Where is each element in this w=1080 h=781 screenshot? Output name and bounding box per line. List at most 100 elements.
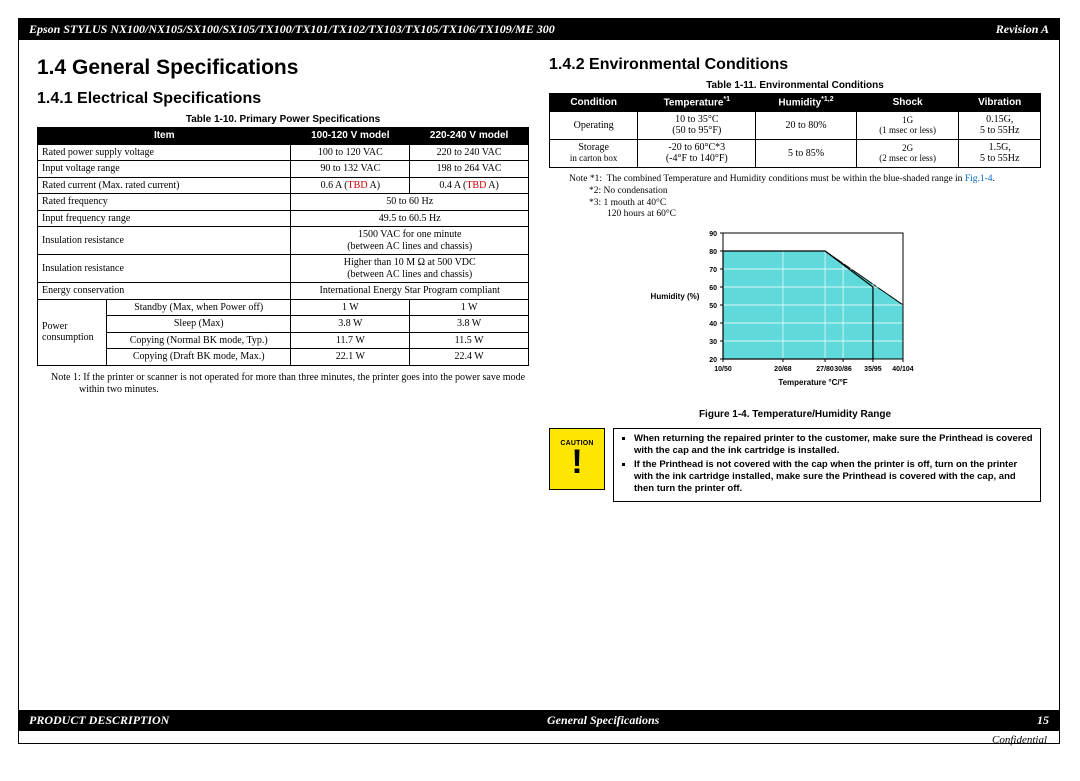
txt: in carton box [570, 153, 618, 163]
table-cell: 90 to 132 VAC [291, 161, 410, 178]
humidity-temp-chart: 20 30 40 50 60 70 80 90 10/50 20/68 27/8030/86 35/9… [549, 225, 1041, 420]
svg-text:27/80: 27/80 [816, 366, 834, 373]
table-cell: Copying (Draft BK mode, Max.) [107, 349, 291, 366]
col-vibration: Vibration [959, 94, 1041, 112]
table-cell: International Energy Star Program compli… [291, 283, 529, 300]
sup: *1 [723, 96, 730, 103]
svg-text:10/50: 10/50 [714, 366, 732, 373]
col-shock: Shock [856, 94, 959, 112]
subsection-electrical: 1.4.1 Electrical Specifications [37, 90, 529, 108]
table-cell: 1500 VAC for one minute (between AC line… [291, 227, 529, 255]
tbd-text: TBD [466, 180, 486, 191]
table-cell: Copying (Normal BK mode, Typ.) [107, 332, 291, 349]
col-humidity: Humidity*1,2 [756, 94, 856, 112]
power-spec-table: Item 100-120 V model 220-240 V model Rat… [37, 127, 529, 366]
col-temperature: Temperature*1 [638, 94, 756, 112]
footer-left: PRODUCT DESCRIPTION [29, 713, 169, 728]
svg-text:35/95: 35/95 [864, 366, 882, 373]
table-cell: Operating [550, 111, 638, 139]
table-cell: 1 W [410, 299, 529, 316]
table-cell: 0.6 A (TBD A) [291, 177, 410, 194]
env-notes: Note *1: The combined Temperature and Hu… [569, 174, 1041, 222]
table-cell: 22.4 W [410, 349, 529, 366]
table-caption: Table 1-11. Environmental Conditions [549, 80, 1041, 91]
table-cell: 50 to 60 Hz [291, 194, 529, 211]
table-cell: Insulation resistance [38, 227, 291, 255]
svg-text:Temperature °C/°F: Temperature °C/°F [778, 378, 847, 387]
txt: Humidity [778, 97, 821, 108]
table-cell: 20 to 80% [756, 111, 856, 139]
table-cell: 0.4 A (TBD A) [410, 177, 529, 194]
table-cell: 198 to 264 VAC [410, 161, 529, 178]
svg-text:50: 50 [709, 303, 717, 310]
table-cell: 3.8 W [291, 316, 410, 333]
table-cell: 100 to 120 VAC [291, 144, 410, 161]
table-cell: 11.7 W [291, 332, 410, 349]
txt: A) [486, 180, 499, 191]
env-table: Condition Temperature*1 Humidity*1,2 Sho… [549, 93, 1041, 168]
table-cell: Input frequency range [38, 210, 291, 227]
txt: . [993, 174, 995, 184]
col-100v: 100-120 V model [291, 128, 410, 145]
table-cell: 49.5 to 60.5 Hz [291, 210, 529, 227]
table-cell: Standby (Max, when Power off) [107, 299, 291, 316]
caution-icon: CAUTION ! [549, 428, 605, 490]
txt: Temperature [664, 97, 724, 108]
svg-text:40/104: 40/104 [892, 366, 914, 373]
sup: *1,2 [821, 96, 833, 103]
caution-block: CAUTION ! When returning the repaired pr… [549, 428, 1041, 501]
exclamation-icon: ! [571, 445, 582, 479]
svg-text:20/68: 20/68 [774, 366, 792, 373]
table-cell: 5 to 85% [756, 139, 856, 167]
table-cell: 1.5G, 5 to 55Hz [959, 139, 1041, 167]
table-cell: 220 to 240 VAC [410, 144, 529, 161]
table-cell: 11.5 W [410, 332, 529, 349]
col-220v: 220-240 V model [410, 128, 529, 145]
table-cell: 22.1 W [291, 349, 410, 366]
subsection-environmental: 1.4.2 Environmental Conditions [549, 56, 1041, 74]
txt: 0.6 A ( [321, 180, 348, 191]
table-cell: Storagein carton box [550, 139, 638, 167]
col-item: Item [38, 128, 291, 145]
svg-text:30/86: 30/86 [834, 366, 852, 373]
table-cell: Energy conservation [38, 283, 291, 300]
svg-text:20: 20 [709, 357, 717, 364]
caution-item: When returning the repaired printer to t… [634, 433, 1034, 457]
svg-text:70: 70 [709, 267, 717, 274]
txt: A) [368, 180, 381, 191]
table-cell: Insulation resistance [38, 255, 291, 283]
svg-text:90: 90 [709, 231, 717, 238]
txt: Storage [578, 142, 609, 153]
table-cell: Sleep (Max) [107, 316, 291, 333]
tbd-text: TBD [348, 180, 368, 191]
note-line: *3: 1 mouth at 40°C [569, 198, 1041, 210]
col-condition: Condition [550, 94, 638, 112]
table-cell: Higher than 10 M Ω at 500 VDC (between A… [291, 255, 529, 283]
txt: Note *1: [569, 174, 602, 184]
table-cell: 1 W [291, 299, 410, 316]
svg-text:Humidity (%): Humidity (%) [651, 292, 700, 301]
left-column: 1.4 General Specifications 1.4.1 Electri… [37, 50, 529, 690]
svg-text:60: 60 [709, 285, 717, 292]
table-cell: 10 to 35°C (50 to 95°F) [638, 111, 756, 139]
svg-text:40: 40 [709, 321, 717, 328]
header-revision: Revision A [996, 22, 1049, 37]
table-cell: Input voltage range [38, 161, 291, 178]
svg-text:80: 80 [709, 249, 717, 256]
confidential-label: Confidential [992, 734, 1047, 746]
caution-item: If the Printhead is not covered with the… [634, 459, 1034, 495]
header-title: Epson STYLUS NX100/NX105/SX100/SX105/TX1… [29, 22, 555, 37]
note-line: *2: No condensation [569, 186, 1041, 198]
svg-text:30: 30 [709, 339, 717, 346]
table-cell: 2G (2 msec or less) [856, 139, 959, 167]
table-cell: Rated power supply voltage [38, 144, 291, 161]
page-frame: Epson STYLUS NX100/NX105/SX100/SX105/TX1… [18, 18, 1060, 744]
table-cell: Rated frequency [38, 194, 291, 211]
note-text: Note 1: If the printer or scanner is not… [51, 372, 529, 396]
table-cell: 3.8 W [410, 316, 529, 333]
figure-caption: Figure 1-4. Temperature/Humidity Range [549, 409, 1041, 420]
table-caption: Table 1-10. Primary Power Specifications [37, 114, 529, 125]
chart-svg: 20 30 40 50 60 70 80 90 10/50 20/68 27/8030/86 35/9… [645, 225, 945, 400]
table-cell: Power consumption [38, 299, 107, 365]
table-cell: 0.15G, 5 to 55Hz [959, 111, 1041, 139]
